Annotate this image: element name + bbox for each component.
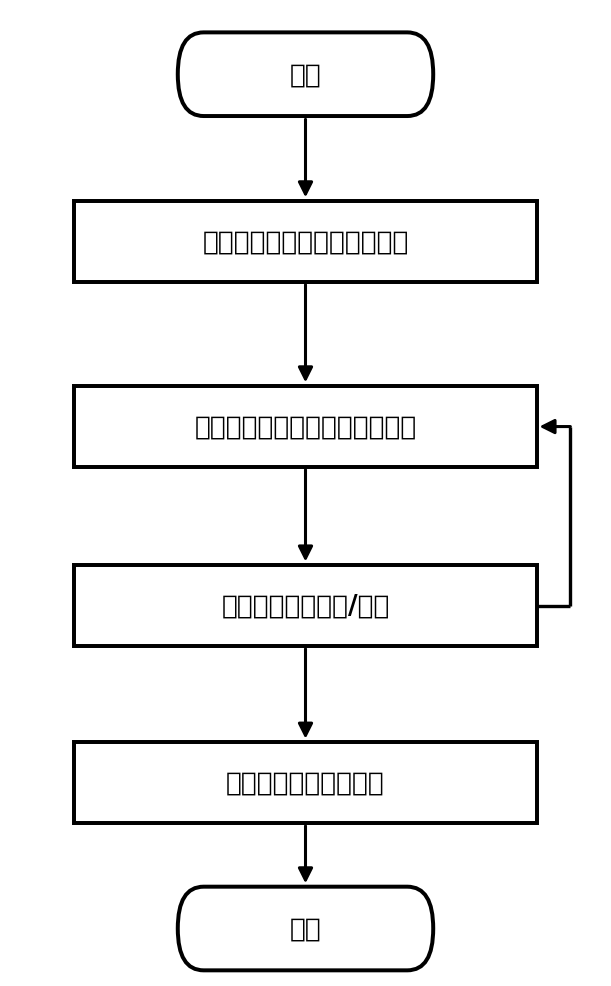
Text: 信号时延特征时空分布模型构建: 信号时延特征时空分布模型构建 <box>194 414 417 440</box>
FancyBboxPatch shape <box>75 742 536 823</box>
Text: 结束: 结束 <box>290 916 321 942</box>
Text: 时空分布模型校验/修正: 时空分布模型校验/修正 <box>221 594 390 619</box>
Text: 用户终端匹配解算定位: 用户终端匹配解算定位 <box>226 770 385 796</box>
FancyBboxPatch shape <box>75 566 536 647</box>
FancyBboxPatch shape <box>75 202 536 283</box>
Text: 开始: 开始 <box>290 62 321 88</box>
FancyBboxPatch shape <box>178 886 433 970</box>
FancyBboxPatch shape <box>178 34 433 117</box>
FancyBboxPatch shape <box>75 387 536 467</box>
Text: 建模变量获取及分类映射存储: 建模变量获取及分类映射存储 <box>202 230 409 255</box>
